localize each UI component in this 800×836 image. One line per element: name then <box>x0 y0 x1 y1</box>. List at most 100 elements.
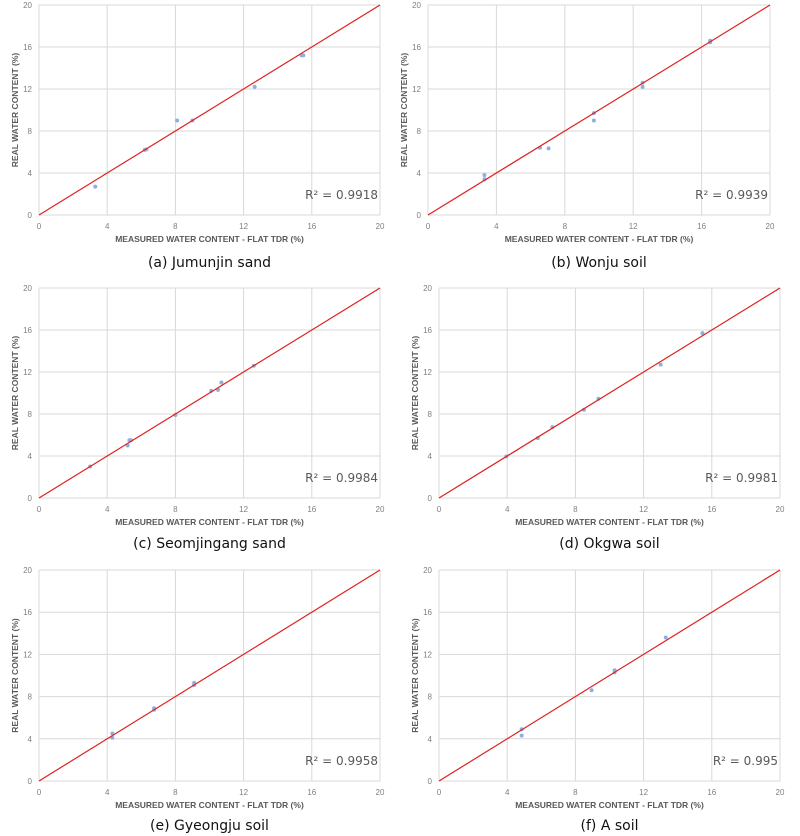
x-tick-label: 16 <box>307 788 316 797</box>
y-tick-label: 8 <box>28 693 33 702</box>
y-tick-label: 4 <box>28 452 33 461</box>
y-axis-label: REAL WATER CONTENT (%) <box>10 618 20 733</box>
x-tick-label: 0 <box>437 505 442 514</box>
y-tick-label: 20 <box>23 284 32 293</box>
y-tick-label: 4 <box>417 169 422 178</box>
y-axis-label: REAL WATER CONTENT (%) <box>10 336 20 451</box>
x-tick-label: 20 <box>776 788 785 797</box>
x-tick-label: 12 <box>639 788 648 797</box>
data-point <box>219 380 224 385</box>
y-tick-label: 8 <box>417 127 422 136</box>
y-tick-label: 0 <box>28 777 33 786</box>
x-tick-label: 16 <box>707 505 716 514</box>
fit-line <box>38 287 381 499</box>
y-tick-label: 0 <box>428 494 433 503</box>
y-axis-label: REAL WATER CONTENT (%) <box>10 53 20 168</box>
data-point <box>640 84 645 89</box>
x-tick-label: 20 <box>376 788 385 797</box>
y-tick-label: 4 <box>28 169 33 178</box>
y-tick-label: 12 <box>423 650 432 659</box>
x-tick-label: 12 <box>239 788 248 797</box>
data-point <box>93 184 98 189</box>
y-tick-label: 12 <box>412 85 421 94</box>
data-point <box>175 118 180 123</box>
r-squared-label: R² = 0.9918 <box>305 188 378 202</box>
data-point <box>591 118 596 123</box>
x-axis-label: MEASURED WATER CONTENT - FLAT TDR (%) <box>115 234 304 244</box>
x-tick-label: 12 <box>239 505 248 514</box>
fit-line <box>427 4 771 216</box>
r-squared-label: R² = 0.9958 <box>305 754 378 768</box>
x-tick-label: 20 <box>766 222 775 231</box>
data-point <box>482 173 487 178</box>
x-tick-label: 16 <box>707 788 716 797</box>
panel-caption: (b) Wonju soil <box>551 255 647 271</box>
panel-caption: (e) Gyeongju soil <box>150 818 269 834</box>
y-tick-label: 0 <box>417 211 422 220</box>
x-tick-label: 0 <box>37 222 42 231</box>
x-tick-label: 8 <box>573 505 578 514</box>
y-tick-label: 20 <box>412 1 421 10</box>
x-tick-label: 16 <box>697 222 706 231</box>
y-axis-label: REAL WATER CONTENT (%) <box>410 618 420 733</box>
r-squared-label: R² = 0.9939 <box>695 188 768 202</box>
x-tick-label: 4 <box>105 788 110 797</box>
x-tick-label: 12 <box>239 222 248 231</box>
y-tick-label: 12 <box>23 368 32 377</box>
y-tick-label: 16 <box>423 326 432 335</box>
y-tick-label: 16 <box>23 608 32 617</box>
x-tick-label: 4 <box>105 505 110 514</box>
x-axis-label: MEASURED WATER CONTENT - FLAT TDR (%) <box>115 800 304 810</box>
x-tick-label: 8 <box>573 788 578 797</box>
x-axis-label: MEASURED WATER CONTENT - FLAT TDR (%) <box>505 234 694 244</box>
x-tick-label: 20 <box>376 222 385 231</box>
data-point <box>589 688 594 693</box>
y-tick-label: 8 <box>28 410 33 419</box>
r-squared-label: R² = 0.9981 <box>705 471 778 485</box>
y-tick-label: 20 <box>423 284 432 293</box>
r-squared-label: R² = 0.995 <box>713 754 778 768</box>
y-tick-label: 12 <box>23 85 32 94</box>
y-tick-label: 16 <box>423 608 432 617</box>
panel-caption: (f) A soil <box>580 818 639 834</box>
y-tick-label: 0 <box>28 211 33 220</box>
y-tick-label: 8 <box>28 127 33 136</box>
y-tick-label: 8 <box>428 410 433 419</box>
fit-line <box>38 4 381 216</box>
x-tick-label: 16 <box>307 222 316 231</box>
fit-line <box>438 287 781 499</box>
y-axis-label: REAL WATER CONTENT (%) <box>399 53 409 168</box>
fit-line <box>38 569 381 782</box>
y-tick-label: 12 <box>423 368 432 377</box>
y-tick-label: 4 <box>428 735 433 744</box>
x-tick-label: 0 <box>37 788 42 797</box>
x-tick-label: 4 <box>494 222 499 231</box>
data-point <box>301 53 306 58</box>
data-point <box>252 84 257 89</box>
x-axis-label: MEASURED WATER CONTENT - FLAT TDR (%) <box>515 800 704 810</box>
y-tick-label: 8 <box>428 693 433 702</box>
x-tick-label: 8 <box>173 788 178 797</box>
panel-caption: (a) Jumunjin sand <box>147 255 272 271</box>
fit-line <box>438 569 781 782</box>
x-tick-label: 12 <box>639 505 648 514</box>
x-tick-label: 0 <box>426 222 431 231</box>
x-tick-label: 8 <box>563 222 568 231</box>
y-tick-label: 20 <box>23 566 32 575</box>
y-tick-label: 0 <box>428 777 433 786</box>
panel-caption: (c) Seomjingang sand <box>133 536 286 552</box>
x-tick-label: 4 <box>505 505 510 514</box>
x-tick-label: 4 <box>105 222 110 231</box>
x-axis-label: MEASURED WATER CONTENT - FLAT TDR (%) <box>115 517 304 527</box>
data-point <box>663 635 668 640</box>
x-tick-label: 8 <box>173 222 178 231</box>
x-tick-label: 0 <box>437 788 442 797</box>
x-tick-label: 8 <box>173 505 178 514</box>
data-point <box>700 331 705 336</box>
panel-caption: (d) Okgwa soil <box>559 536 660 552</box>
r-squared-label: R² = 0.9984 <box>305 471 378 485</box>
